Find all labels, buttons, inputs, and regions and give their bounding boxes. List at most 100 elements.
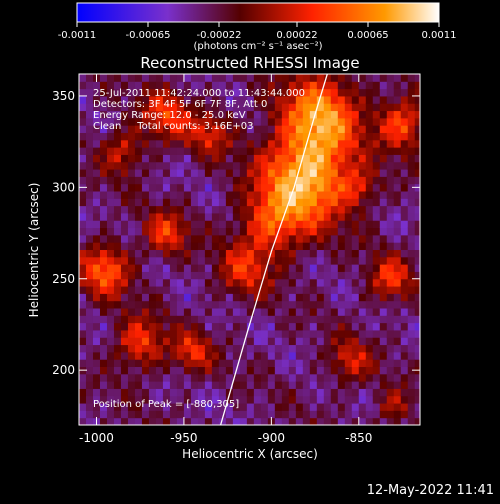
heatmap-cell	[407, 139, 416, 148]
heatmap-cell	[302, 381, 311, 389]
heatmap-cell	[330, 403, 339, 411]
heatmap-cell	[260, 388, 269, 397]
heatmap-cell	[365, 388, 374, 397]
heatmap-cell	[316, 329, 325, 338]
heatmap-cell	[99, 205, 108, 214]
heatmap-cell	[309, 329, 318, 338]
heatmap-cell	[309, 191, 318, 199]
heatmap-cell	[134, 403, 143, 411]
heatmap-cell	[309, 176, 318, 185]
heatmap-cell	[162, 147, 171, 155]
heatmap-cell	[190, 169, 199, 177]
heatmap-cell	[113, 344, 122, 353]
annotation-counts: Clean Total counts: 3.16E+03	[93, 121, 253, 132]
heatmap-cell	[358, 381, 367, 389]
heatmap-cell	[239, 154, 248, 163]
heatmap-cell	[148, 198, 157, 207]
heatmap-cell	[162, 212, 171, 221]
heatmap-cell	[246, 271, 255, 280]
heatmap-cell	[204, 183, 213, 192]
heatmap-cell	[120, 95, 129, 104]
heatmap-cell	[155, 351, 164, 360]
heatmap-cell	[365, 359, 374, 367]
heatmap-cell	[225, 322, 234, 331]
heatmap-cell	[113, 169, 122, 177]
heatmap-cell	[295, 256, 304, 265]
annotation-time: 25-Jul-2011 11:42:24.000 to 11:43:44.000	[93, 88, 305, 99]
heatmap-cell	[316, 366, 325, 375]
heatmap-cell	[253, 212, 262, 221]
heatmap-cell	[414, 300, 420, 309]
heatmap-cell	[253, 410, 262, 419]
heatmap-cell	[120, 351, 129, 360]
heatmap-cell	[85, 154, 94, 163]
heatmap-cell	[295, 132, 304, 141]
heatmap-cell	[351, 117, 360, 126]
heatmap-cell	[344, 300, 353, 309]
heatmap-cell	[337, 132, 346, 141]
heatmap-cell	[218, 256, 227, 265]
heatmap-cell	[176, 95, 185, 104]
heatmap-cell	[358, 125, 367, 133]
heatmap-cell	[211, 329, 220, 338]
heatmap-cell	[393, 315, 402, 324]
heatmap-cell	[113, 381, 122, 389]
heatmap-cell	[309, 161, 318, 170]
heatmap-cell	[246, 88, 255, 97]
heatmap-cell	[365, 366, 374, 375]
colorbar-gradient	[76, 2, 440, 23]
heatmap-cell	[148, 95, 157, 104]
heatmap-cell	[190, 278, 199, 287]
heatmap-cell	[358, 227, 367, 236]
heatmap-cell	[204, 147, 213, 155]
heatmap-cell	[239, 227, 248, 236]
heatmap-cell	[309, 242, 318, 250]
heatmap-cell	[225, 125, 234, 133]
heatmap-cell	[358, 395, 367, 404]
heatmap-cell	[386, 410, 395, 419]
heatmap-cell	[197, 212, 206, 221]
heatmap-cell	[204, 176, 213, 185]
heatmap-cell	[281, 161, 290, 170]
heatmap-cell	[302, 103, 311, 112]
heatmap-cell	[295, 81, 304, 90]
heatmap-cell	[414, 117, 420, 126]
heatmap-cell	[372, 117, 381, 126]
annotation-detectors: Detectors: 3F 4F 5F 6F 7F 8F, Att 0	[93, 99, 267, 110]
heatmap-cell	[92, 359, 101, 367]
heatmap-cell	[414, 329, 420, 338]
heatmap-cell	[295, 103, 304, 112]
heatmap-cell	[148, 366, 157, 375]
heatmap-cell	[274, 88, 283, 97]
heatmap-cell	[127, 176, 136, 185]
heatmap-cell	[407, 264, 416, 272]
heatmap-cell	[141, 381, 150, 389]
heatmap-cell	[183, 95, 192, 104]
heatmap-cell	[295, 154, 304, 163]
heatmap-cell	[386, 366, 395, 375]
heatmap-cell	[351, 176, 360, 185]
heatmap-cell	[239, 74, 248, 82]
heatmap-cell	[253, 351, 262, 360]
heatmap-cell	[176, 88, 185, 97]
heatmap-cell	[351, 147, 360, 155]
heatmap-cell	[225, 249, 234, 258]
heatmap-cell	[190, 366, 199, 375]
heatmap-cell	[79, 198, 87, 207]
heatmap-cell	[288, 147, 297, 155]
heatmap-cell	[393, 234, 402, 243]
heatmap-cell	[197, 191, 206, 199]
heatmap-cell	[288, 110, 297, 119]
heatmap-cell	[134, 359, 143, 367]
heatmap-cell	[134, 234, 143, 243]
heatmap-cell	[274, 403, 283, 411]
heatmap-cell	[253, 249, 262, 258]
heatmap-cell	[281, 220, 290, 229]
heatmap-cell	[225, 286, 234, 294]
heatmap-cell	[134, 125, 143, 133]
heatmap-cell	[197, 139, 206, 148]
heatmap-cell	[162, 132, 171, 141]
heatmap-cell	[204, 359, 213, 367]
heatmap-cell	[302, 359, 311, 367]
heatmap-cell	[379, 395, 388, 404]
